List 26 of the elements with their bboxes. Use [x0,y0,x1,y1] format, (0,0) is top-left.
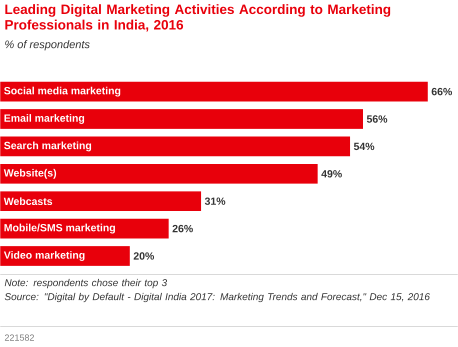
data-label: 49% [321,170,342,178]
bar [0,192,202,212]
bar [0,136,350,156]
text: Note: respondents chose their top 3 [4,279,168,288]
y-tick-label: Email marketing [4,114,84,124]
bar [0,82,428,102]
bar [0,164,318,184]
y-tick-label: Website(s) [4,169,56,179]
bar [0,218,169,239]
data-label: 54% [354,142,374,150]
chart-subtitle: % of respondents [5,40,90,51]
data-label: 26% [172,225,193,232]
data-label: 66% [432,88,452,96]
y-tick-label: Webcasts [4,198,52,206]
chart-title: Leading Digital Marketing Activities According to Marketing Professionals in India, 2016 [5,4,390,32]
y-tick-label: Video marketing [4,251,84,262]
data-label: 31% [204,198,226,206]
data-label: 56% [366,115,388,123]
y-tick-label: Search marketing [4,142,92,152]
data-label: 20% [134,252,154,260]
y-tick-label: Mobile/SMS marketing [4,224,115,234]
text: 221582 [4,334,34,341]
bar [0,109,364,130]
bar [0,246,130,266]
y-tick-label: Social media marketing [4,86,120,97]
source-note: Source: "Digital by Default - Digital India 2017: Marketing Trends and Forecast," Dec 15, 2016 [4,293,430,302]
